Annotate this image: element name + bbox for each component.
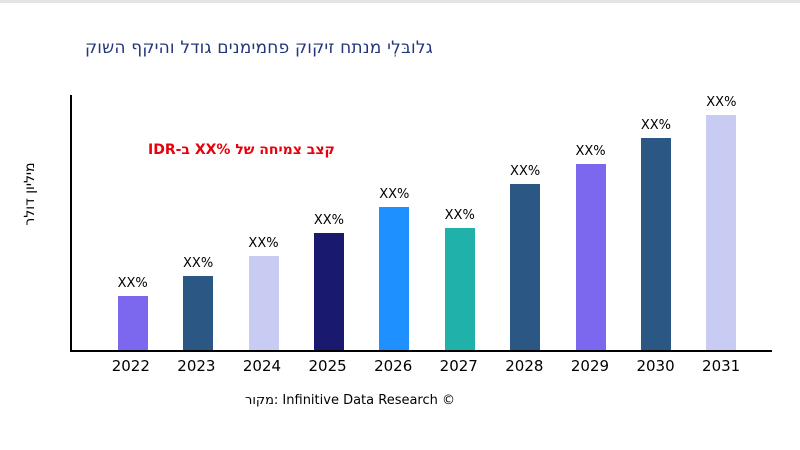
bar-2024 [248,255,279,350]
bar-value-label-2030: XX% [640,118,672,134]
bar-2027 [444,227,475,350]
bar-value-label-2022: XX% [117,276,148,292]
bar-slot-2026: XX% [362,95,427,350]
bar-value-label-2023: XX% [183,256,214,272]
x-tick-2029: 2029 [570,357,610,375]
x-tick-2031: 2031 [702,357,741,375]
bar-value-label-2028: XX% [510,164,541,180]
bar-slot-2022: XX% [100,95,165,350]
bar-2030 [640,138,671,350]
x-axis-ticks: 2022 2023 2024 2025 2026 2027 2028 2029 2030 2031 [70,357,772,375]
bar-slot-2029: XX% [558,95,623,350]
bar-2023 [183,276,214,350]
bar-value-label-2025: XX% [313,212,344,228]
bar-slot-2030: XX% [623,95,688,350]
bar-value-label-2029: XX% [575,143,606,159]
x-tick-2025: 2025 [308,357,347,375]
bar-value-label-2027: XX% [444,207,475,223]
bar-slot-2024: XX% [231,95,296,350]
bar-slot-2023: XX% [165,95,230,350]
bar-2029 [575,163,606,350]
x-tick-2023: 2023 [177,357,216,375]
bar-2031 [706,115,737,350]
bar-value-label-2024: XX% [248,235,279,251]
growth-annotation: IDR-ב XX% לש החימצ בצק [148,142,335,158]
y-axis-label: רלוד ןוילימ [22,162,38,226]
x-tick-2030: 2030 [636,357,675,375]
top-border [0,0,800,3]
bar-2028 [510,184,541,350]
plot-area: XX% XX% XX% XX% XX% XX% XX% XX% XX% XX% [70,95,772,352]
bar-value-label-2031: XX% [706,95,737,111]
source-footer: רוקמ: Infinitive Data Research © [244,393,456,408]
bar-slot-2031: XX% [689,95,754,350]
bar-2026 [379,207,410,350]
x-tick-2026: 2026 [374,357,413,375]
bar-value-label-2026: XX% [379,187,410,203]
bar-slot-2027: XX% [427,95,492,350]
chart-title: קושה ףקיהו לדוג םינמימחפ קוקיז חתנמ ילְב… [85,38,433,58]
x-tick-2022: 2022 [111,357,150,375]
bar-slot-2028: XX% [492,95,557,350]
x-tick-2028: 2028 [505,357,544,375]
x-tick-2027: 2027 [439,357,478,375]
bars-row: XX% XX% XX% XX% XX% XX% XX% XX% XX% XX% [72,95,772,350]
bar-2025 [313,232,344,350]
bar-slot-2025: XX% [296,95,361,350]
bar-2022 [117,296,148,350]
x-tick-2024: 2024 [242,357,282,375]
